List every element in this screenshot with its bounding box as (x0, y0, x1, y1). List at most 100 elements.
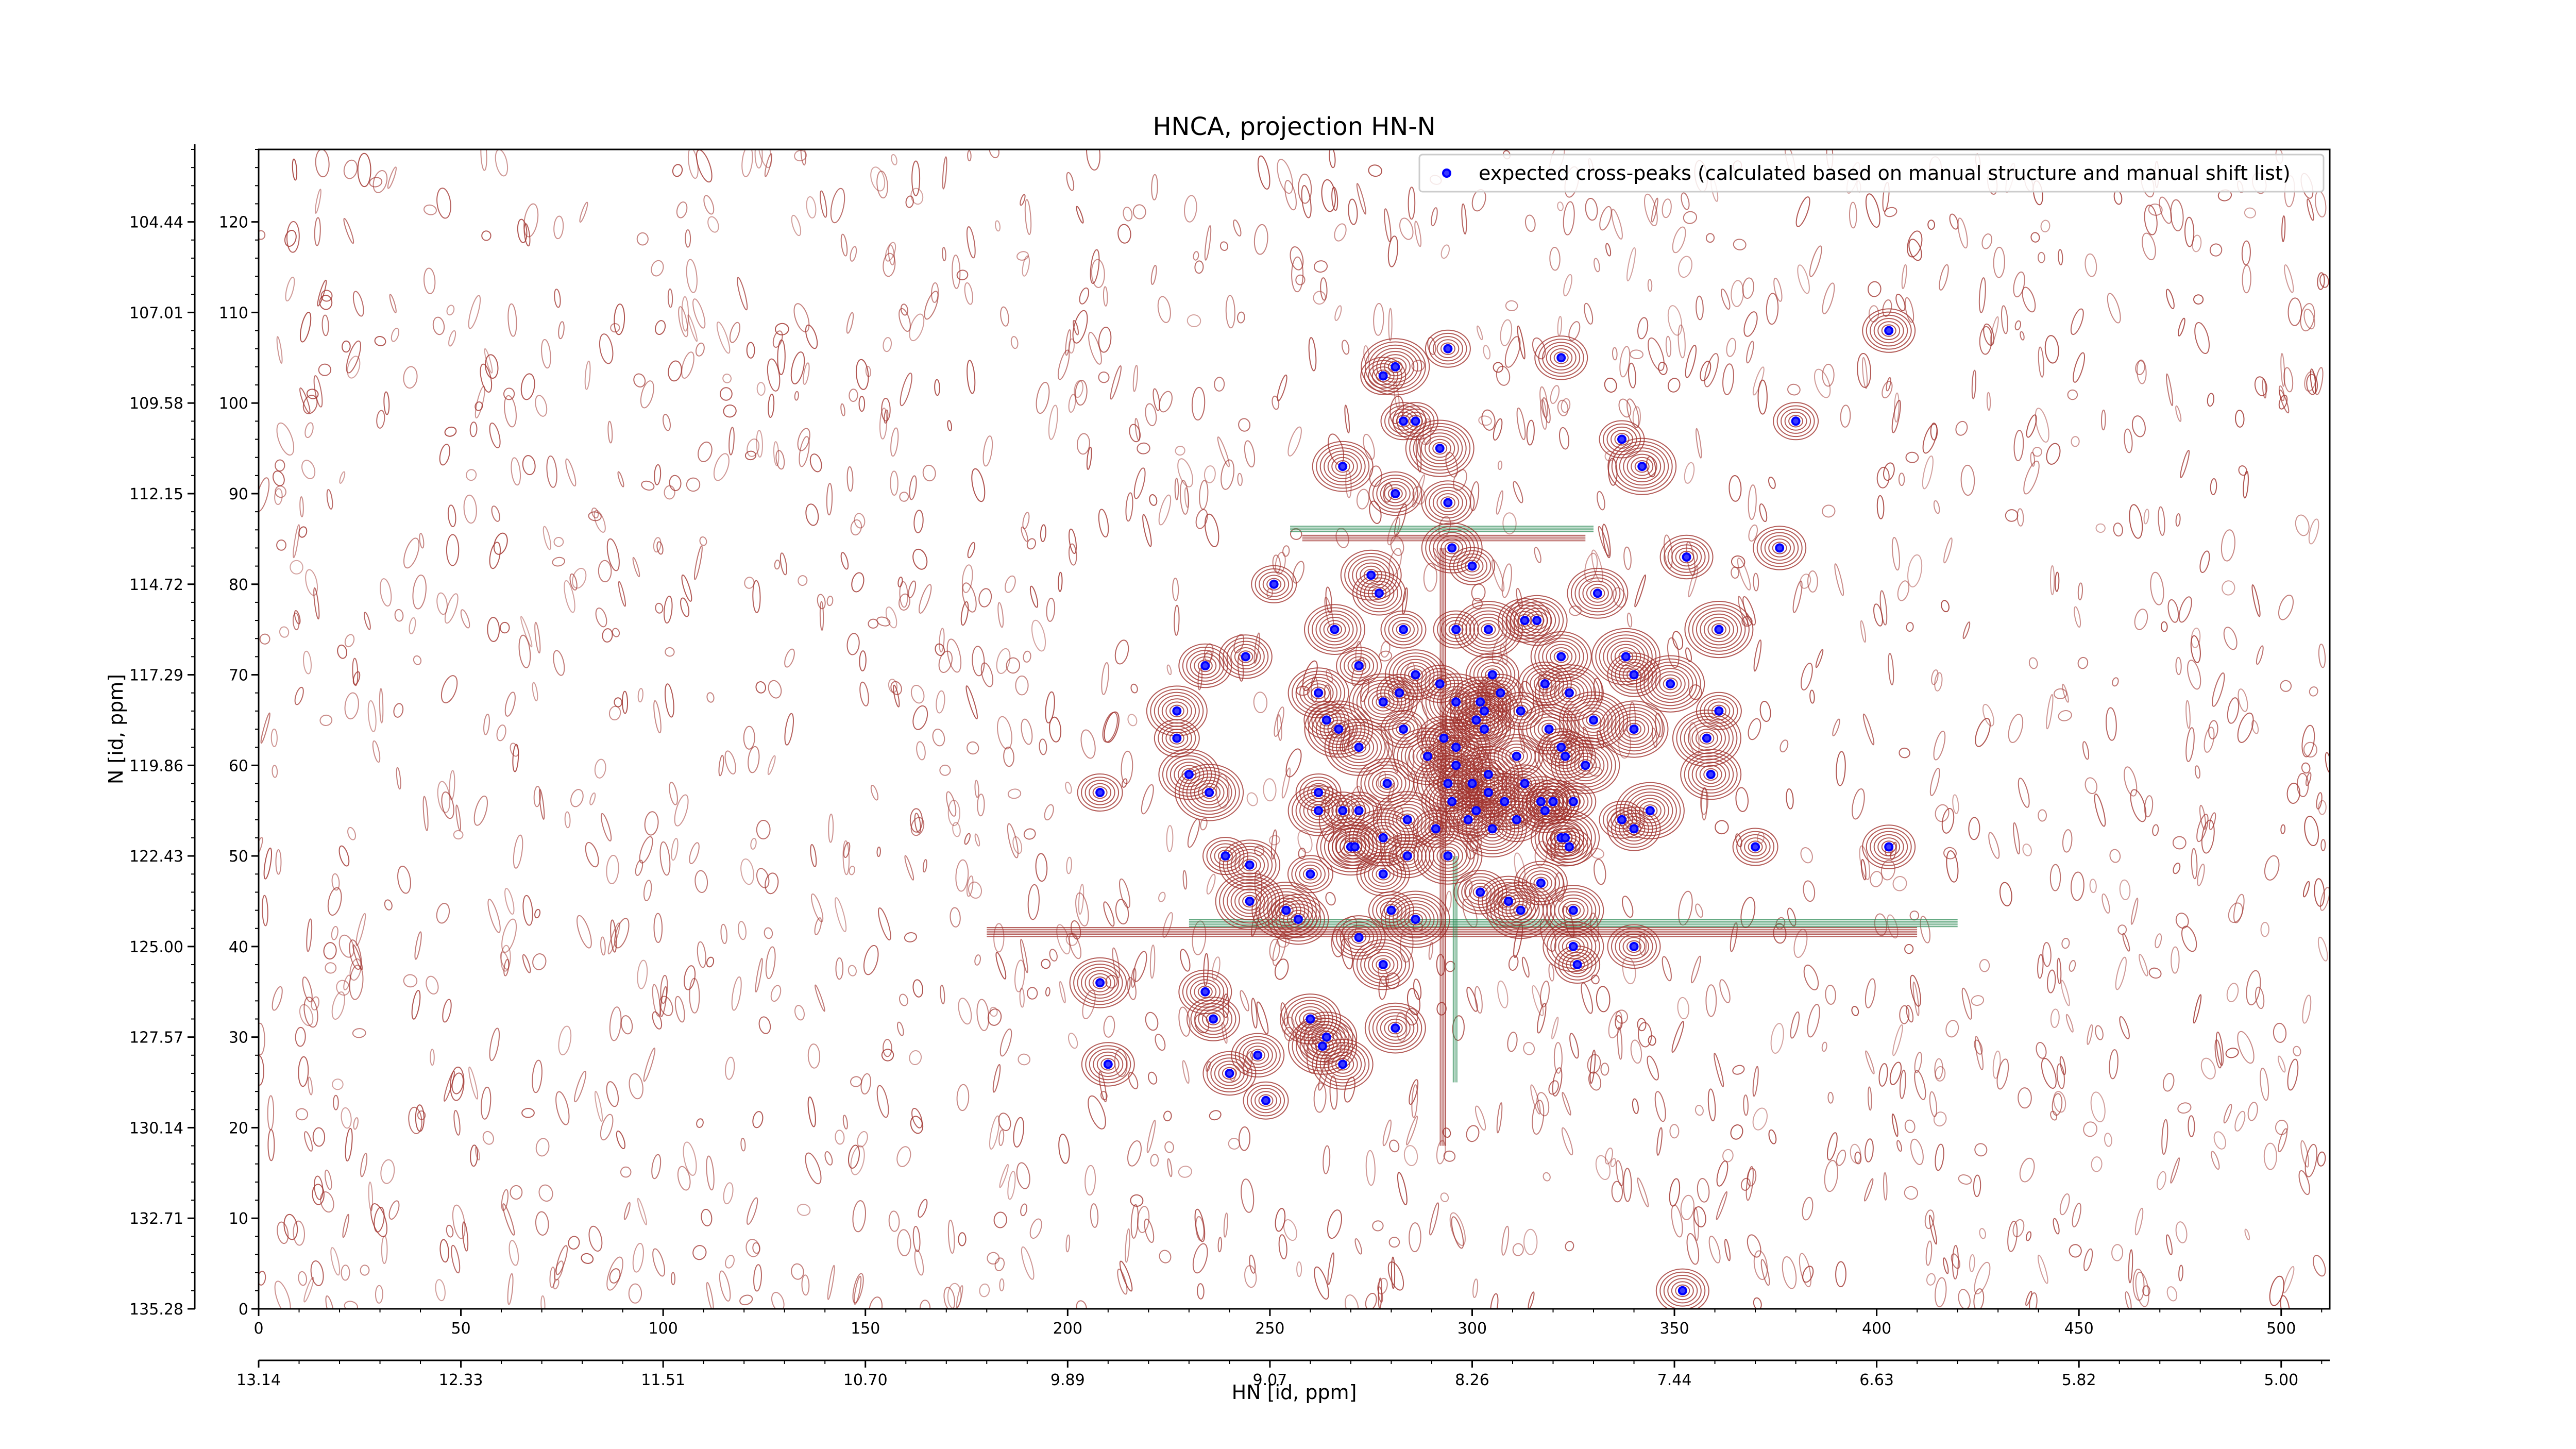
noise-contour (1626, 398, 1640, 428)
peak-contour (1230, 849, 1269, 881)
noise-contour (1974, 1039, 1983, 1055)
noise-contour (2316, 792, 2323, 810)
noise-contour (806, 196, 817, 218)
peak-contour (1461, 557, 1484, 576)
noise-contour (899, 993, 908, 1006)
noise-contour (1130, 1194, 1144, 1207)
noise-contour (1922, 424, 1938, 454)
noise-contour (725, 1255, 735, 1269)
noise-contour (2135, 1271, 2149, 1307)
noise-contour (1835, 1261, 1846, 1288)
peak-contour (1246, 1046, 1269, 1065)
noise-contour (801, 1274, 810, 1296)
noise-contour (965, 685, 978, 719)
noise-contour (1225, 295, 1235, 329)
noise-contour (934, 379, 940, 396)
noise-contour (1329, 1075, 1338, 1110)
noise-contour (1898, 473, 1905, 486)
noise-contour (2251, 584, 2261, 617)
noise-contour (2193, 994, 2202, 1024)
noise-contour (1517, 325, 1526, 360)
noise-contour (805, 503, 819, 526)
y2-tick-label: 112.15 (129, 485, 183, 503)
noise-contour (1735, 787, 1749, 812)
noise-contour (447, 504, 456, 528)
noise-contour (440, 675, 458, 703)
peak-contour (1881, 324, 1896, 337)
noise-contour (306, 918, 313, 952)
noise-contour (347, 827, 356, 840)
noise-contour (2037, 251, 2045, 263)
noise-contour (1604, 377, 1617, 393)
noise-contour (1277, 374, 1287, 401)
noise-contour (555, 1245, 568, 1275)
noise-contour (1748, 484, 1757, 520)
noise-contour (1453, 469, 1467, 491)
noise-contour (848, 965, 857, 976)
noise-contour (681, 574, 692, 602)
cross-peak-point (1629, 670, 1639, 680)
noise-contour (1594, 258, 1600, 273)
peak-contour (1453, 807, 1484, 833)
noise-contour (1792, 580, 1803, 613)
noise-contour (738, 921, 747, 940)
noise-contour (2165, 1234, 2173, 1256)
noise-contour (2148, 967, 2162, 979)
noise-contour (1935, 804, 1950, 822)
noise-contour (978, 588, 992, 608)
noise-contour (2304, 816, 2319, 847)
noise-contour (391, 328, 400, 342)
noise-contour (840, 552, 849, 570)
noise-contour (1180, 949, 1191, 972)
cross-peak-point (1487, 824, 1497, 834)
noise-contour (304, 422, 314, 439)
peak-contour (1202, 1009, 1225, 1029)
peak-contour (1481, 623, 1496, 636)
x2-tick-label: 9.89 (1050, 1371, 1085, 1389)
noise-contour (1144, 1218, 1155, 1243)
noise-contour (483, 714, 490, 735)
noise-contour (285, 276, 295, 301)
peak-contour (1230, 885, 1269, 917)
peak-contour (1586, 583, 1609, 603)
peak-contour (1429, 840, 1467, 872)
noise-contour (1895, 293, 1906, 312)
cross-peak-point (1338, 1059, 1348, 1069)
noise-contour (1221, 459, 1235, 490)
noise-contour (1971, 369, 1977, 399)
noise-contour (2185, 700, 2191, 729)
peak-contour (1364, 858, 1402, 890)
peak-contour (1417, 830, 1479, 882)
peak-contour (1371, 587, 1387, 600)
noise-contour (2228, 902, 2243, 923)
peak-contour (1546, 795, 1561, 808)
noise-contour (1526, 419, 1535, 446)
noise-contour (1617, 1026, 1623, 1060)
peak-contour (1691, 759, 1730, 790)
noise-contour (689, 842, 700, 864)
noise-contour (982, 435, 993, 467)
noise-contour (2059, 1193, 2070, 1216)
noise-contour (532, 1059, 543, 1093)
noise-contour (1065, 781, 1072, 794)
noise-contour (1832, 718, 1840, 736)
peak-contour (1529, 873, 1552, 893)
noise-contour (824, 1151, 833, 1166)
noise-contour (1622, 896, 1634, 918)
cross-peak-point (1241, 652, 1250, 662)
peak-contour (1509, 813, 1524, 827)
noise-contour (299, 312, 312, 343)
peak-contour (1380, 354, 1411, 380)
noise-contour (584, 360, 591, 390)
noise-contour (633, 373, 646, 387)
peak-contour (1385, 894, 1446, 945)
noise-contour (2094, 793, 2106, 827)
noise-contour (2201, 819, 2215, 854)
noise-contour (1865, 193, 1880, 228)
noise-contour (1882, 380, 1893, 399)
noise-contour (1790, 1011, 1800, 1039)
noise-contour (854, 513, 866, 529)
noise-contour (546, 456, 557, 488)
noise-contour (681, 351, 694, 379)
noise-contour (1534, 547, 1541, 563)
